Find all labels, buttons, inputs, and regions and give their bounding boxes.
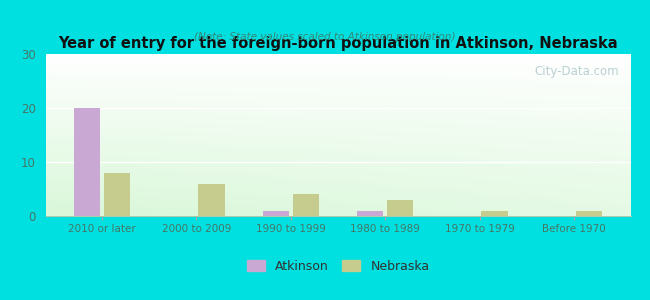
Title: Year of entry for the foreign-born population in Atkinson, Nebraska: Year of entry for the foreign-born popul… xyxy=(58,36,618,51)
Text: City-Data.com: City-Data.com xyxy=(534,65,619,78)
Bar xyxy=(74,108,100,216)
Bar xyxy=(292,194,319,216)
Legend: Atkinson, Nebraska: Atkinson, Nebraska xyxy=(242,255,434,278)
Bar xyxy=(198,184,225,216)
Bar xyxy=(482,211,508,216)
Bar xyxy=(104,173,131,216)
Bar xyxy=(263,211,289,216)
Bar xyxy=(387,200,413,216)
Bar xyxy=(357,211,384,216)
Bar xyxy=(576,211,602,216)
Text: (Note: State values scaled to Atkinson population): (Note: State values scaled to Atkinson p… xyxy=(194,32,456,41)
